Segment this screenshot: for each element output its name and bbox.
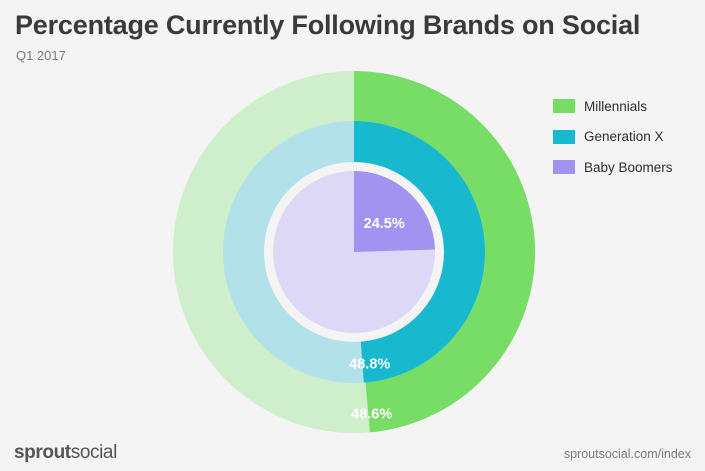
legend-item-generation-x: Generation X — [553, 129, 673, 145]
legend-item-baby-boomers: Baby Boomers — [553, 159, 673, 175]
legend: Millennials Generation X Baby Boomers — [553, 98, 673, 190]
source-url: sproutsocial.com/index — [563, 447, 691, 461]
ring-value-generation-x — [354, 121, 485, 383]
data-label-millennials: 48.6% — [351, 407, 392, 423]
chart-title: Percentage Currently Following Brands on… — [15, 10, 641, 40]
legend-label-generation-x: Generation X — [584, 129, 664, 144]
legend-label-baby-boomers: Baby Boomers — [584, 159, 673, 175]
legend-item-millennials: Millennials — [553, 98, 673, 114]
data-label-generation-x: 48.8% — [349, 356, 390, 372]
ring-value-millennials — [354, 71, 536, 433]
legend-swatch-baby-boomers — [553, 160, 575, 174]
legend-swatch-generation-x — [553, 129, 575, 144]
legend-label-millennials: Millennials — [584, 98, 648, 114]
chart-subtitle: Q1 2017 — [16, 48, 66, 63]
ring-value-baby-boomers — [354, 171, 435, 252]
data-label-baby-boomers: 24.5% — [364, 216, 405, 232]
legend-swatch-millennials — [553, 99, 575, 113]
sprout-social-logo: sproutsocial — [14, 442, 117, 463]
